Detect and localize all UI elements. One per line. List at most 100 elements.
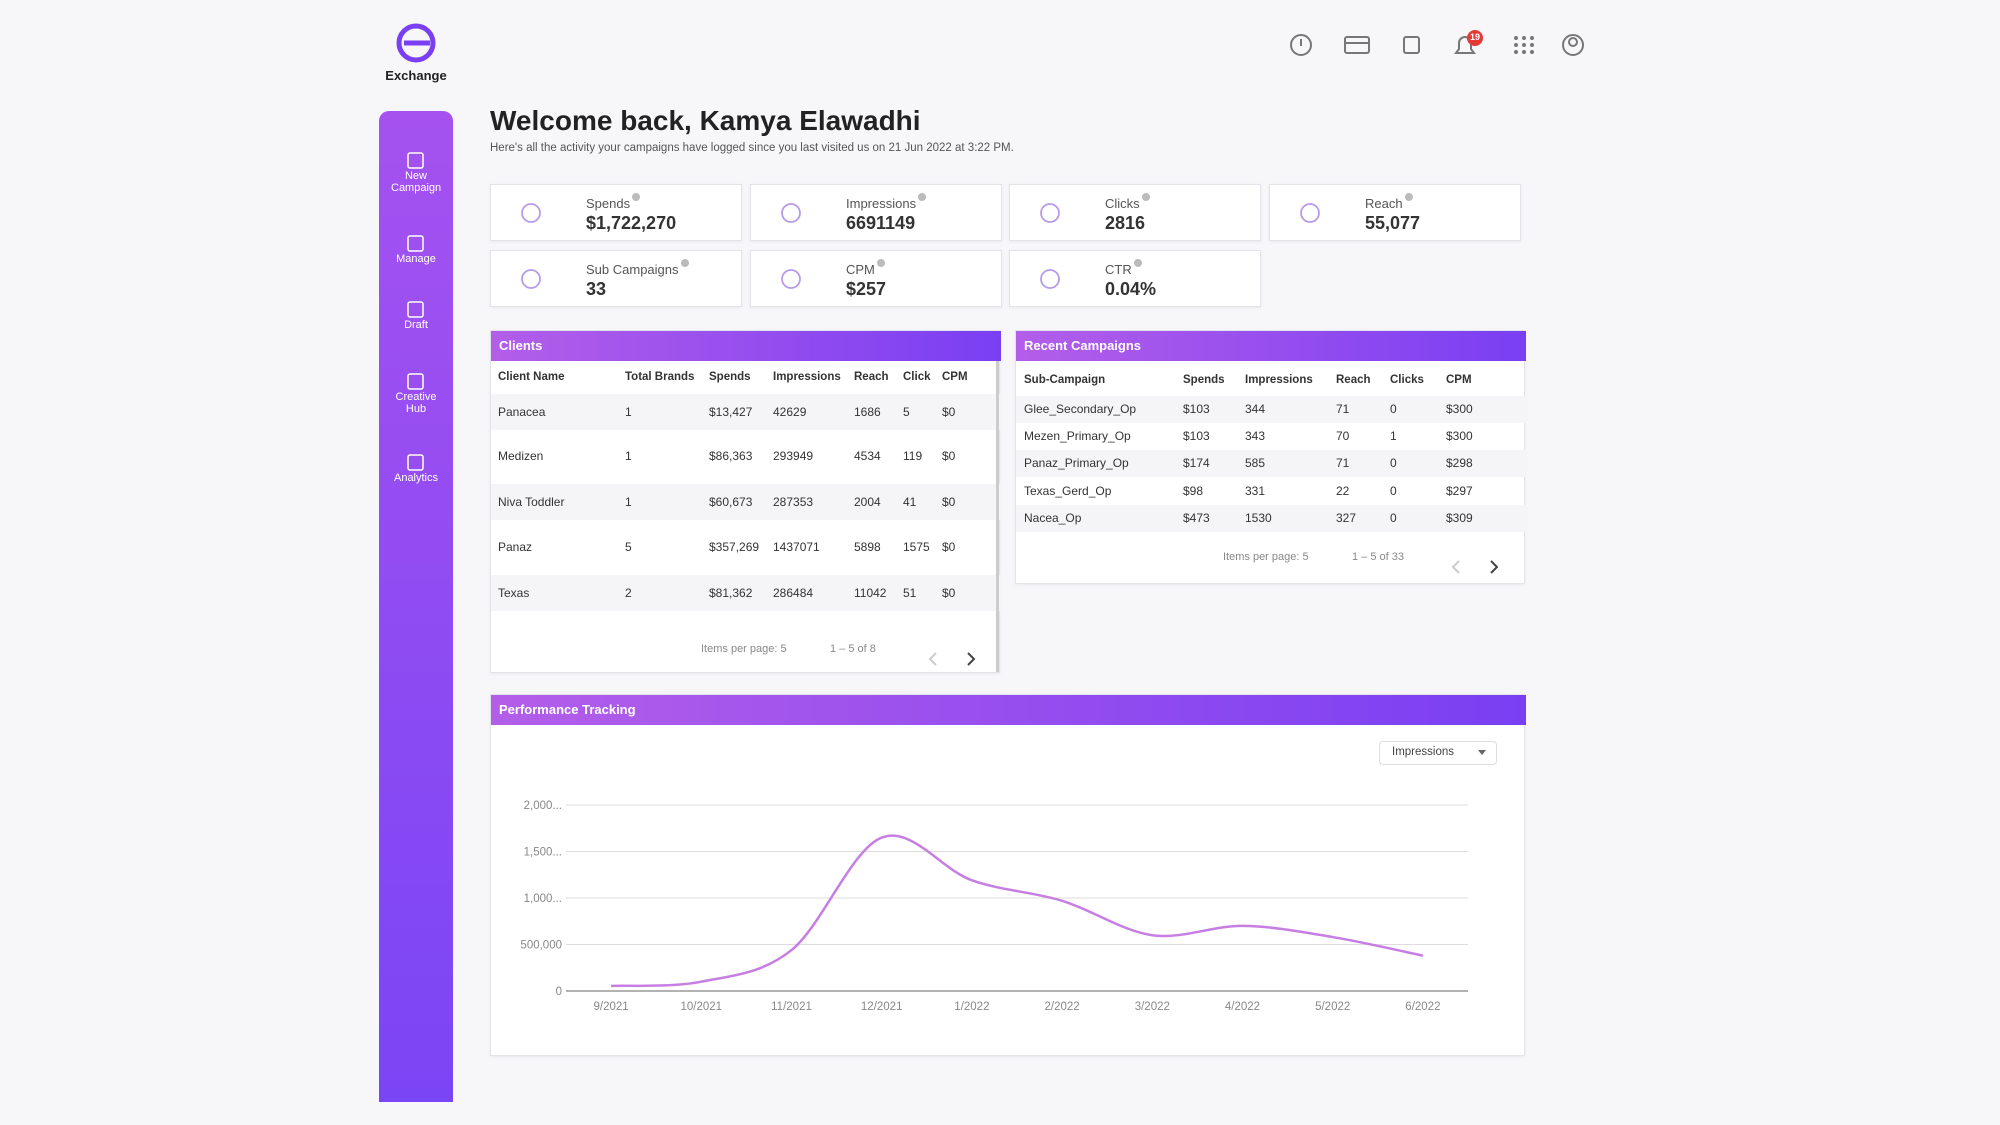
nav-icon: [407, 373, 424, 390]
nav-icon-shape: [407, 301, 424, 318]
table-cell: Nacea_Op: [1024, 511, 1082, 525]
notification-count: 19: [1469, 32, 1480, 42]
table-cell: $60,673: [709, 495, 753, 509]
stat-icon: [521, 203, 541, 223]
stat-card: Clicks 2816: [1009, 184, 1261, 241]
table-cell: 1: [625, 405, 632, 419]
table-cell: $298: [1446, 456, 1473, 470]
table-cell: 22: [1336, 484, 1350, 498]
table-cell: Panaz_Primary_Op: [1024, 456, 1129, 470]
copy-icon[interactable]: [1403, 36, 1420, 54]
page-range: 1 – 5 of 33: [1352, 551, 1404, 563]
table-cell: 2004: [854, 495, 881, 509]
stat-icon: [781, 269, 801, 289]
column-header: Clicks: [1390, 374, 1424, 386]
nav-label: Draft: [404, 319, 428, 331]
table-cell: 71: [1336, 456, 1350, 470]
notification-badge: [1467, 30, 1483, 46]
table-cell: 119: [903, 449, 923, 463]
stat-icon: [1040, 203, 1060, 223]
billing-icon[interactable]: [1344, 36, 1370, 54]
nav-label: Manage: [396, 253, 436, 265]
table-cell: 1437071: [773, 540, 820, 554]
table-cell: 42629: [773, 405, 807, 419]
table-cell: $309: [1446, 511, 1473, 525]
stat-icon: [1300, 203, 1320, 223]
column-header: Spends: [1183, 374, 1225, 386]
table-cell: $103: [1183, 402, 1210, 416]
table-cell: 344: [1245, 402, 1266, 416]
table-cell: 1530: [1245, 511, 1272, 525]
performance-panel: Performance Tracking Impressions: [490, 694, 1526, 1056]
nav-item[interactable]: New Campaign: [379, 150, 453, 198]
next-page[interactable]: [967, 652, 976, 666]
table-cell: Mezen_Primary_Op: [1024, 429, 1131, 443]
column-header: Impressions: [1245, 374, 1313, 386]
info-icon[interactable]: [1290, 34, 1312, 56]
table-cell: 11042: [854, 586, 887, 600]
table-cell: 1: [625, 449, 632, 463]
stat-value: 55,077: [1365, 213, 1421, 233]
nav-label: New Campaign: [391, 170, 442, 194]
profile-icon[interactable]: [1562, 34, 1584, 56]
table-cell: Panaz: [498, 540, 533, 554]
nav-label: Creative Hub: [395, 391, 437, 415]
table-cell: 0: [1390, 484, 1397, 498]
table-cell: 0: [1390, 456, 1397, 470]
table-cell: 2: [625, 586, 632, 600]
table-cell: 70: [1336, 429, 1350, 443]
prev-page[interactable]: [928, 652, 937, 666]
scrollbar: [996, 361, 999, 672]
apps-icon[interactable]: [1514, 36, 1534, 54]
table-cell: 327: [1336, 511, 1357, 525]
table-cell: $13,427: [709, 405, 753, 419]
table-cell: 1686: [854, 405, 881, 419]
column-header: Total Brands: [625, 371, 695, 383]
table-cell: $174: [1183, 456, 1210, 470]
column-header: CPM: [942, 371, 968, 383]
panel-header: Recent Campaigns: [1016, 331, 1526, 361]
nav-icon-shape: [407, 152, 424, 169]
table-cell: Panacea: [498, 405, 546, 419]
table-cell: $0: [942, 586, 956, 600]
column-header: Click: [903, 371, 931, 383]
nav-item[interactable]: Manage: [379, 233, 453, 281]
stat-card: Spends $1,722,270: [490, 184, 742, 241]
info-dot: [1134, 259, 1142, 267]
page-title: Welcome back, Kamya Elawadhi: [490, 105, 921, 136]
prev-page[interactable]: [1451, 560, 1460, 574]
nav-item[interactable]: Analytics: [379, 452, 453, 500]
table-cell: 343: [1245, 429, 1266, 443]
pager-arrows: [928, 652, 976, 666]
stat-icon-shape: [521, 203, 541, 223]
metric-label: Impressions: [1392, 746, 1454, 758]
nav-item[interactable]: Creative Hub: [379, 371, 453, 419]
stat-value: 6691149: [846, 213, 916, 233]
stat-label: Sub Campaigns: [586, 262, 679, 277]
metric-dropdown[interactable]: Impressions: [1379, 741, 1497, 765]
table-cell: 0: [1390, 511, 1397, 525]
table-cell: $0: [942, 405, 956, 419]
row-stripe: [491, 394, 1001, 430]
row-stripe: [1016, 395, 1526, 423]
stat-icon: [781, 203, 801, 223]
next-page[interactable]: [1490, 560, 1499, 574]
nav-icon-shape: [407, 454, 424, 471]
table-cell: $300: [1446, 402, 1473, 416]
row-stripe: [491, 575, 1001, 611]
info-dot: [632, 193, 640, 201]
nav-item[interactable]: Draft: [379, 299, 453, 347]
info-dot: [1405, 193, 1413, 201]
table-cell: 1: [1390, 429, 1397, 443]
top-toolbar: [1290, 30, 1584, 56]
logo[interactable]: [392, 22, 440, 66]
table-cell: 287353: [773, 495, 814, 509]
stat-label: Reach: [1365, 196, 1403, 211]
nav-icon: [407, 152, 424, 169]
table-cell: Medizen: [498, 449, 544, 463]
table-cell: 0: [1390, 402, 1397, 416]
table-cell: $86,363: [709, 449, 753, 463]
page-range: 1 – 5 of 8: [830, 643, 876, 655]
info-dot: [681, 259, 689, 267]
